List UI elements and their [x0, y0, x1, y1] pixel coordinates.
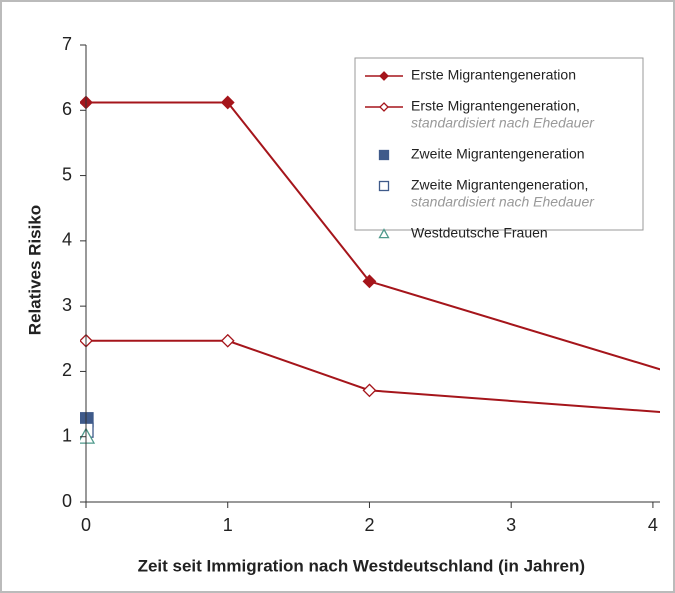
- x-tick-label: 0: [81, 515, 91, 535]
- y-axis-title: Relatives Risiko: [25, 205, 44, 335]
- series-line: [86, 339, 660, 414]
- y-tick-label: 5: [62, 164, 72, 184]
- legend-label: Erste Migrantengeneration,: [411, 98, 580, 114]
- x-tick-label: 1: [223, 515, 233, 535]
- marker: [362, 383, 377, 398]
- y-tick-label: 6: [62, 99, 72, 119]
- x-axis-title: Zeit seit Immigration nach Westdeutschla…: [138, 556, 585, 575]
- series-line: [86, 101, 660, 371]
- plot-area: [80, 95, 660, 444]
- legend-label: Zweite Migrantengeneration,: [411, 177, 588, 193]
- y-tick-label: 0: [62, 491, 72, 511]
- legend-note: standardisiert nach Ehedauer: [411, 194, 595, 210]
- marker: [379, 71, 389, 81]
- marker: [362, 274, 377, 289]
- y-tick-label: 4: [62, 230, 72, 250]
- x-tick-label: 2: [364, 515, 374, 535]
- legend-label: Erste Migrantengeneration: [411, 67, 576, 83]
- y-tick-label: 1: [62, 425, 72, 445]
- marker: [378, 228, 390, 239]
- x-tick-label: 4: [648, 515, 658, 535]
- legend-label: Zweite Migrantengeneration: [411, 146, 585, 162]
- marker: [220, 95, 235, 110]
- x-tick-label: 3: [506, 515, 516, 535]
- y-tick-label: 2: [62, 360, 72, 380]
- y-tick-label: 7: [62, 34, 72, 54]
- marker: [220, 333, 235, 348]
- marker: [378, 180, 390, 192]
- legend-label: Westdeutsche Frauen: [411, 225, 548, 241]
- marker: [378, 149, 390, 161]
- marker: [379, 102, 389, 112]
- y-tick-label: 3: [62, 295, 72, 315]
- legend-note: standardisiert nach Ehedauer: [411, 115, 595, 131]
- legend-box: [354, 57, 644, 231]
